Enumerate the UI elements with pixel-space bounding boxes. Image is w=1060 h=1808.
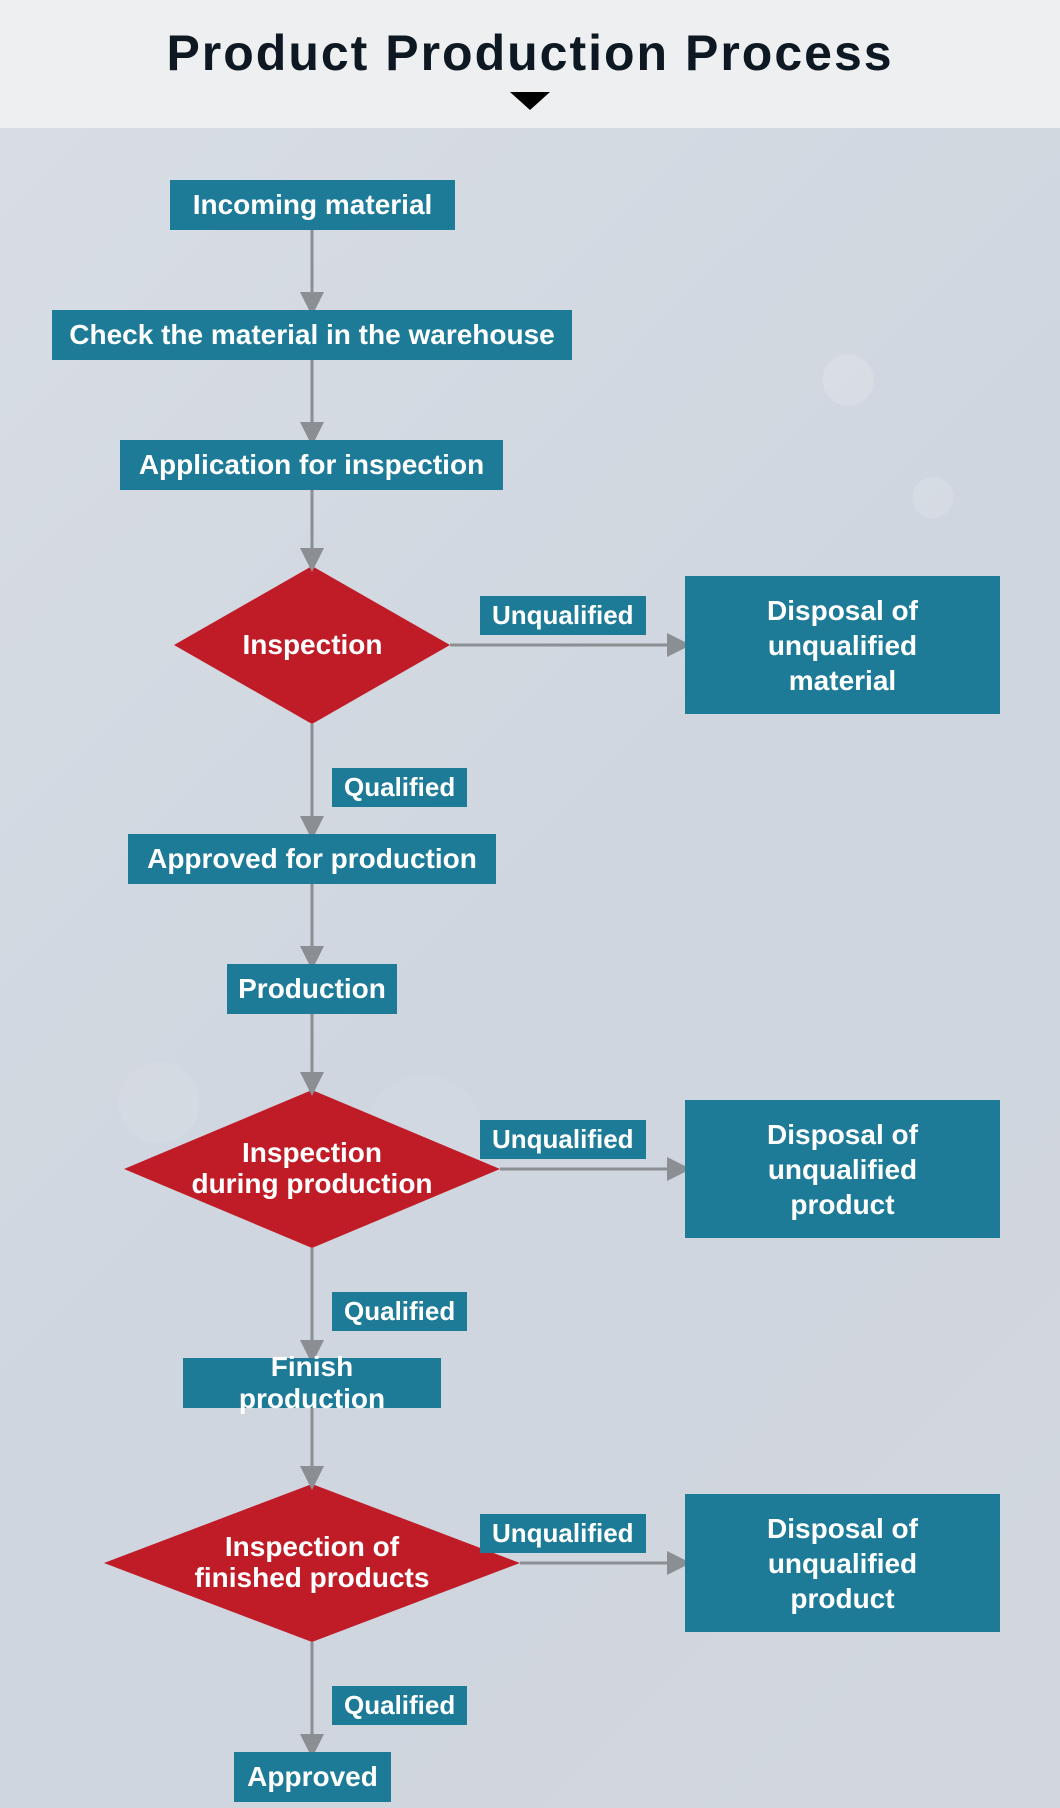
edge-label-n4-n5: Qualified: [332, 768, 467, 807]
page-title: Product Production Process: [0, 0, 1060, 78]
title-bar: Product Production Process: [0, 0, 1060, 128]
title-arrow-down-icon: [510, 92, 550, 110]
node-d1: Disposal ofunqualifiedmaterial: [685, 576, 1000, 714]
node-n8: Finish production: [183, 1358, 441, 1408]
flowchart-canvas: Incoming material Check the material in t…: [0, 128, 1060, 1808]
node-n6: Production: [227, 964, 397, 1014]
diamond-label-n9: Inspection offinished products: [135, 1484, 489, 1642]
diamond-label-n4: Inspection: [200, 566, 425, 724]
edge-label-n9-n10: Qualified: [332, 1686, 467, 1725]
node-n1: Incoming material: [170, 180, 455, 230]
edge-label-n9-d3: Unqualified: [480, 1514, 646, 1553]
node-n10: Approved: [234, 1752, 391, 1802]
node-n2: Check the material in the warehouse: [52, 310, 572, 360]
node-n5: Approved for production: [128, 834, 496, 884]
node-d2: Disposal ofunqualifiedproduct: [685, 1100, 1000, 1238]
node-d3: Disposal ofunqualifiedproduct: [685, 1494, 1000, 1632]
edge-label-n4-d1: Unqualified: [480, 596, 646, 635]
diamond-label-n7: Inspectionduring production: [155, 1090, 469, 1248]
edge-label-n7-n8: Qualified: [332, 1292, 467, 1331]
node-n3: Application for inspection: [120, 440, 503, 490]
edge-label-n7-d2: Unqualified: [480, 1120, 646, 1159]
